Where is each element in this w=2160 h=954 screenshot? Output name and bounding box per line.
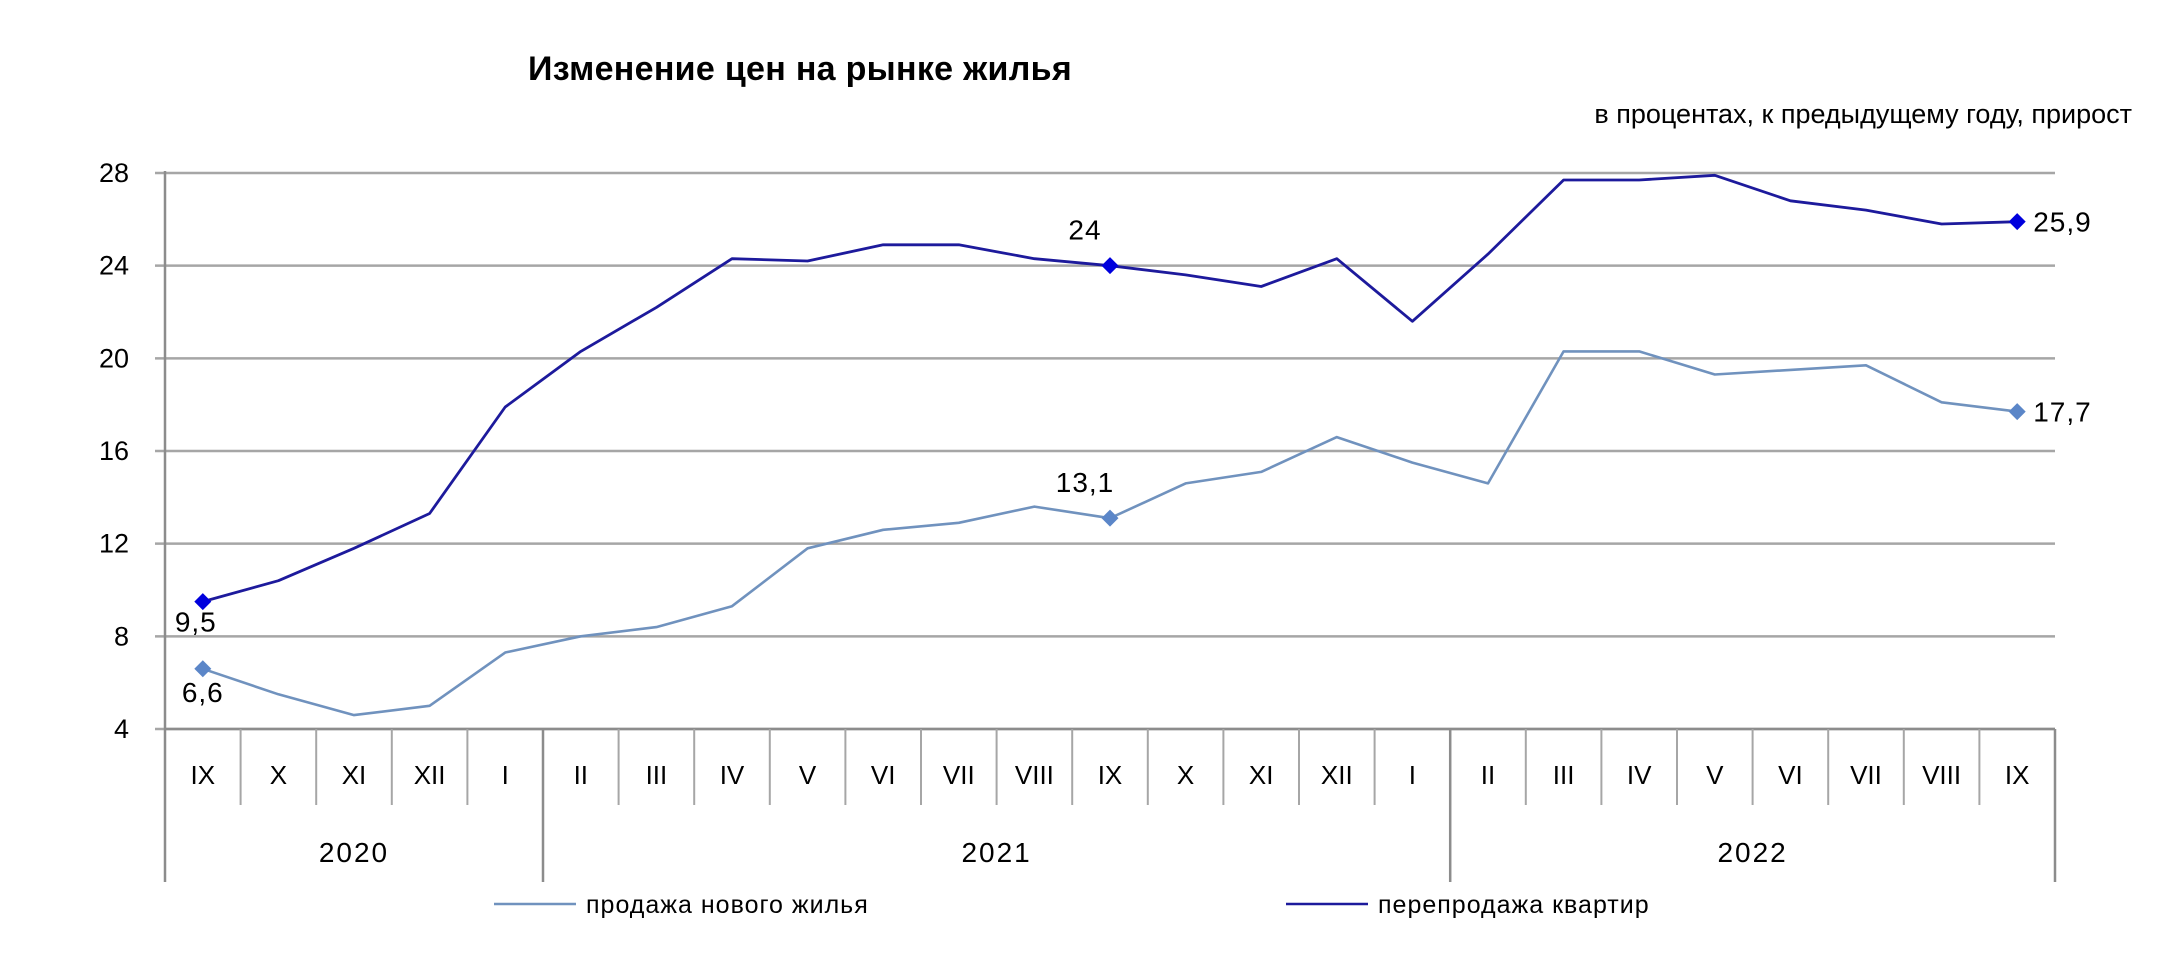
x-tick-label: I (502, 760, 509, 790)
x-tick-labels: IX X XI XII I II III IV V VI VII VIII IX X XI XII I II III… (191, 760, 2030, 790)
data-labels: 6,6 13,1 17,7 9,5 24 25,9 (175, 207, 2092, 708)
y-tick-label: 16 (99, 436, 129, 466)
legend: продажа нового жилья перепродажа квартир (494, 891, 1650, 919)
year-label: 2021 (961, 837, 1031, 868)
x-tick-label: IX (1098, 760, 1123, 790)
data-marker (194, 660, 212, 678)
chart-subtitle: в процентах, к предыдущему году, прирост (1594, 99, 2132, 129)
data-label: 17,7 (2033, 397, 2092, 428)
data-label: 13,1 (1056, 467, 1115, 498)
y-tick-label: 20 (99, 343, 129, 373)
y-tick-label: 24 (99, 251, 129, 281)
x-tick-label: IX (2005, 760, 2030, 790)
x-tick-label: XI (342, 760, 367, 790)
data-marker (2008, 213, 2026, 231)
gridlines (155, 171, 2055, 731)
axes (163, 171, 2057, 882)
x-tick-label: X (1177, 760, 1194, 790)
year-label: 2020 (319, 837, 389, 868)
x-tick-label: II (1481, 760, 1495, 790)
data-marker (2008, 403, 2026, 421)
x-tick-label: VI (1778, 760, 1803, 790)
x-tick-label: III (1553, 760, 1575, 790)
x-tick-label: XI (1249, 760, 1274, 790)
y-tick-label: 28 (99, 158, 129, 188)
x-tick-label: VII (1850, 760, 1882, 790)
y-tick-label: 8 (114, 621, 129, 651)
x-tick-label: IX (191, 760, 216, 790)
year-labels: 2020 2021 2022 (319, 837, 1787, 868)
series-lines (202, 173, 2018, 717)
data-marker (1101, 257, 1119, 275)
y-tick-label: 4 (114, 714, 129, 744)
x-tick-label: XII (414, 760, 446, 790)
x-tick-label: I (1409, 760, 1416, 790)
x-tick-label: V (799, 760, 817, 790)
x-tick-label: V (1706, 760, 1724, 790)
x-tick-label: VI (871, 760, 896, 790)
series-line (202, 350, 2018, 717)
y-tick-labels: 4 8 12 16 20 24 28 (99, 158, 129, 744)
data-label: 25,9 (2033, 207, 2092, 238)
legend-label: перепродажа квартир (1378, 891, 1650, 919)
legend-label: продажа нового жилья (586, 891, 869, 919)
year-label: 2022 (1717, 837, 1787, 868)
series-line (202, 173, 2018, 603)
chart-title: Изменение цен на рынке жилья (528, 50, 1072, 88)
x-tick-label: XII (1321, 760, 1353, 790)
data-label: 6,6 (182, 677, 224, 708)
x-tick-label: III (646, 760, 668, 790)
data-markers (194, 213, 2026, 678)
x-tick-label: X (270, 760, 287, 790)
x-tick-label: VIII (1922, 760, 1961, 790)
data-marker (194, 593, 212, 611)
data-label: 24 (1068, 215, 1101, 246)
data-label: 9,5 (175, 607, 217, 638)
x-tick-label: IV (1627, 760, 1652, 790)
x-tick-label: II (574, 760, 588, 790)
data-marker (1101, 509, 1119, 527)
y-tick-label: 12 (99, 529, 129, 559)
x-tick-label: IV (720, 760, 745, 790)
x-tick-label: VII (943, 760, 975, 790)
x-tick-label: VIII (1015, 760, 1054, 790)
